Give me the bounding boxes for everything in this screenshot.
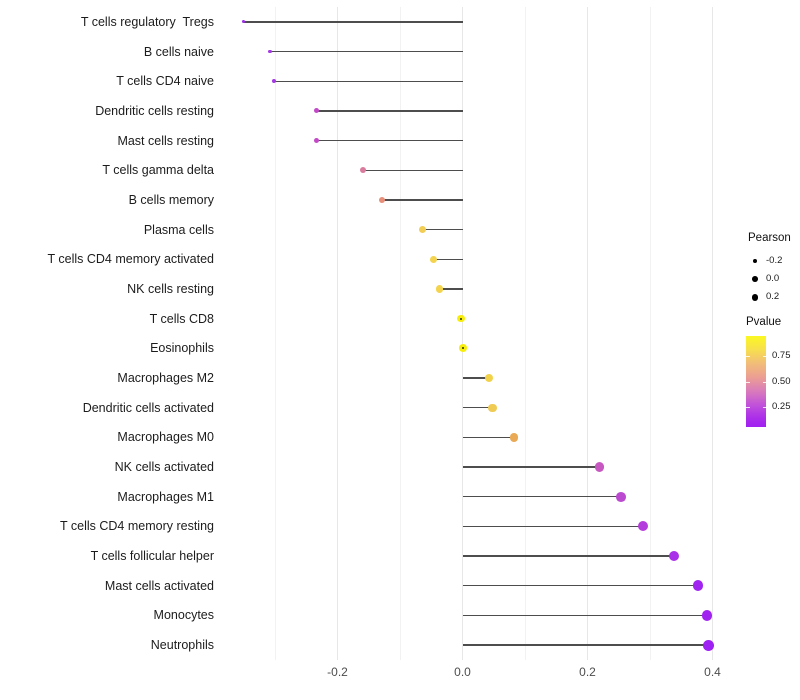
lollipop-stem	[422, 228, 463, 231]
lollipop-stem	[462, 585, 699, 587]
minor-gridline	[274, 7, 276, 660]
y-axis-label: Macrophages M2	[117, 371, 214, 386]
lollipop-dot	[359, 167, 366, 174]
y-axis-label: Dendritic cells activated	[82, 400, 214, 415]
y-axis-label: B cells memory	[128, 192, 214, 207]
pearson-legend-label: 0.0	[766, 273, 780, 285]
y-axis-label: Plasma cells	[143, 222, 214, 237]
pearson-legend-dot	[752, 258, 758, 264]
lollipop-stem	[439, 288, 463, 290]
pearson-legend-label: 0.2	[766, 291, 780, 303]
lollipop-dot	[313, 108, 319, 114]
x-axis-tick-label: 0.4	[704, 665, 721, 679]
pearson-legend-label: -0.2	[766, 255, 783, 266]
lollipop-stem	[462, 614, 707, 617]
lollipop-stem-endpoint	[462, 347, 465, 350]
legend-title-pearson: Pearson	[748, 232, 791, 244]
x-axis-tick-label: 0.2	[579, 665, 596, 679]
lollipop-stem	[462, 466, 600, 468]
pearson-legend-dot	[752, 276, 758, 283]
colorbar-tick	[762, 356, 766, 358]
lollipop-stem	[462, 644, 709, 646]
y-axis-label: Mast cells resting	[117, 133, 214, 148]
lollipop-dot	[272, 79, 277, 84]
lollipop-stem	[243, 21, 463, 23]
lollipop-stem	[381, 199, 463, 201]
colorbar-tick-label: 0.75	[772, 350, 791, 362]
minor-gridline	[399, 7, 401, 660]
y-axis-label: T cells CD4 naive	[116, 74, 214, 89]
minor-gridline	[524, 7, 526, 660]
major-gridline	[462, 7, 463, 660]
major-gridline	[587, 7, 588, 660]
lollipop-stem	[462, 407, 493, 409]
lollipop-dot	[418, 226, 427, 234]
lollipop-dot	[668, 550, 679, 562]
colorbar-tick	[746, 381, 750, 383]
lollipop-dot	[378, 196, 386, 204]
lollipop-dot	[594, 462, 605, 472]
y-axis-label: Neutrophils	[150, 638, 214, 653]
pearson-legend-dot	[751, 294, 759, 301]
colorbar-tick	[746, 356, 750, 358]
colorbar-tick	[762, 381, 766, 383]
lollipop-dot	[509, 433, 518, 442]
legend-title-pvalue: Pvalue	[746, 316, 782, 328]
major-gridline	[337, 7, 338, 660]
y-axis-label: Monocytes	[153, 608, 214, 623]
y-axis-label: T cells CD4 memory resting	[60, 519, 214, 534]
y-axis-label: T cells regulatory Tregs	[80, 14, 214, 29]
lollipop-dot	[692, 580, 704, 592]
x-axis-labels: -0.2 0.0 0.2 0.4	[0, 665, 800, 681]
lollipop-dot	[615, 491, 626, 502]
y-axis-label: NK cells resting	[127, 281, 214, 296]
lollipop-dot	[268, 49, 272, 54]
lollipop-dot	[430, 255, 438, 263]
colorbar-tick	[746, 406, 750, 408]
x-axis-tick-label: -0.2	[327, 665, 348, 679]
y-axis-label: T cells gamma delta	[102, 163, 214, 178]
colorbar-tick-label: 0.25	[772, 400, 791, 412]
y-axis-label: T cells follicular helper	[90, 549, 214, 564]
lollipop-stem	[274, 80, 463, 82]
lollipop-dot	[488, 403, 497, 412]
lollipop-dot	[701, 610, 713, 621]
lollipop-dot	[435, 285, 444, 293]
lollipop-stem	[462, 377, 490, 379]
major-gridline	[712, 7, 713, 660]
plot-panel	[222, 7, 737, 660]
y-axis-label: Mast cells activated	[104, 578, 214, 593]
y-axis-label: Macrophages M0	[117, 430, 214, 445]
y-axis-label: NK cells activated	[114, 460, 214, 475]
lollipop-stem	[462, 436, 514, 439]
y-axis-label: Dendritic cells resting	[95, 103, 214, 118]
lollipop-dot	[638, 521, 649, 532]
lollipop-stem	[316, 139, 463, 142]
lollipop-stem	[462, 496, 621, 498]
lollipop-stem	[316, 110, 463, 112]
lollipop-dot	[703, 639, 715, 651]
lollipop-stem	[462, 555, 674, 557]
y-axis-label: Eosinophils	[150, 341, 214, 356]
y-axis-label: T cells CD8	[149, 311, 214, 326]
lollipop-dot	[314, 138, 320, 144]
legend: Pearson -0.2 0.0 0.2 Pvalue 0.75 0.50 0.25	[740, 228, 800, 440]
lollipop-stem	[362, 169, 463, 171]
lollipop-stem	[270, 50, 463, 53]
lollipop-stem	[462, 525, 644, 528]
lollipop-stem	[433, 258, 463, 260]
minor-gridline	[649, 7, 651, 660]
lollipop-dot	[485, 373, 494, 383]
lollipop-stem-endpoint	[460, 317, 463, 320]
colorbar-tick-label: 0.50	[772, 375, 791, 387]
x-axis-tick-label: 0.0	[454, 665, 471, 679]
y-axis-label: B cells naive	[143, 44, 214, 59]
y-axis-label: Macrophages M1	[117, 489, 214, 504]
y-axis-labels: T cells regulatory Tregs B cells naive T c…	[0, 7, 222, 660]
pvalue-colorbar	[746, 336, 766, 427]
y-axis-label: T cells CD4 memory activated	[47, 252, 215, 267]
colorbar-tick	[762, 406, 766, 408]
lollipop-dot	[242, 20, 246, 24]
